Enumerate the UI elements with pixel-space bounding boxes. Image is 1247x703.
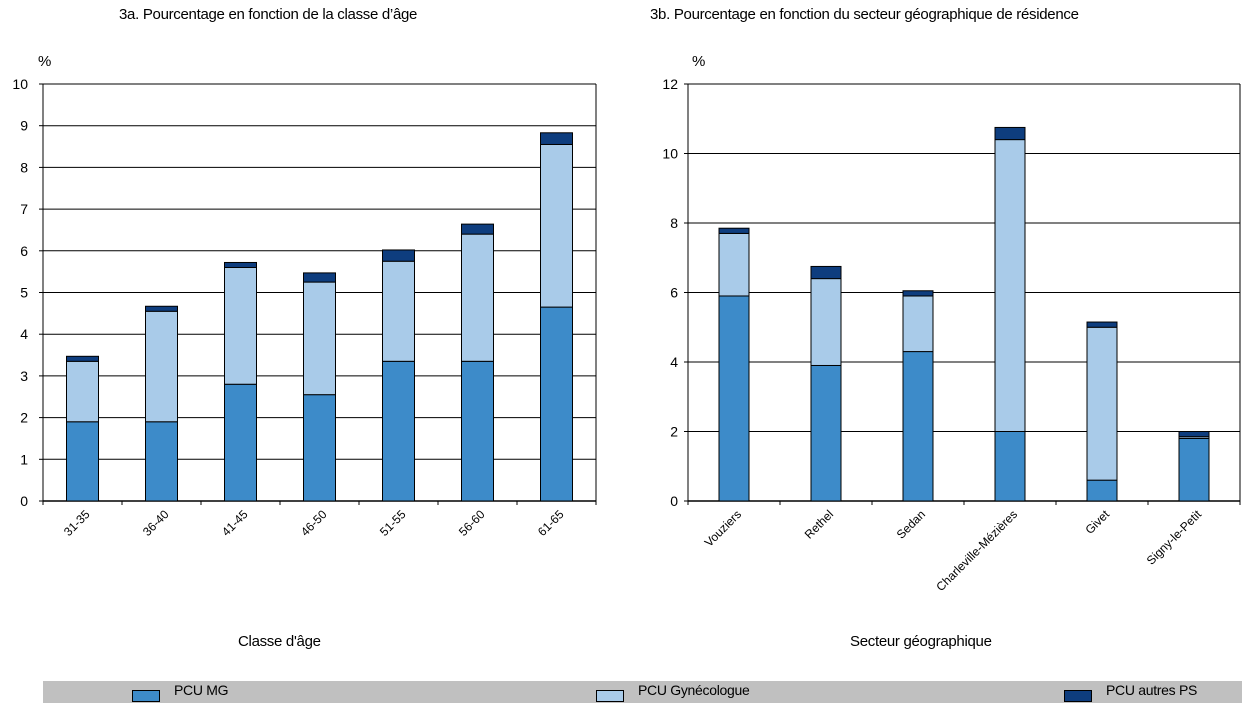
bar-segment-autres (540, 132, 573, 145)
y-tick-label: 4 (670, 354, 678, 370)
legend-swatch-mg (132, 690, 160, 702)
x-tick-label: 36-40 (140, 507, 172, 539)
bar-segment-mg (145, 421, 178, 502)
bar-segment-autres (1086, 321, 1118, 328)
y-tick-label: 8 (670, 215, 678, 231)
bar-segment-autres (145, 305, 178, 312)
x-tick-label: 51-55 (377, 507, 409, 539)
y-tick-label: 5 (20, 285, 28, 301)
bar-segment-gyn (461, 233, 494, 362)
bar-segment-gyn (303, 281, 336, 396)
bar-segment-gyn (810, 278, 842, 366)
y-tick-label: 0 (20, 493, 28, 509)
x-tick-label: Rethel (802, 507, 836, 541)
bar-segment-gyn (145, 310, 178, 423)
bar-segment-mg (1086, 479, 1118, 502)
y-tick-label: 9 (20, 118, 28, 134)
legend-label-gyn: PCU Gynécologue (638, 682, 750, 698)
bar-segment-mg (994, 431, 1026, 502)
y-tick-label: 4 (20, 326, 28, 342)
legend-label-mg: PCU MG (174, 682, 229, 698)
bar-segment-autres (66, 355, 99, 362)
legend-swatch-gyn (596, 690, 624, 702)
bar-segment-mg (224, 383, 257, 502)
x-tick-label: 31-35 (61, 507, 93, 539)
y-unit-label: % (692, 53, 705, 70)
y-tick-label: 10 (662, 146, 678, 162)
chart-b-title: 3b. Pourcentage en fonction du secteur g… (650, 6, 1079, 23)
chart-b-xlabel: Secteur géographique (850, 633, 992, 650)
bar-segment-gyn (718, 232, 750, 297)
bar-segment-autres (1178, 431, 1210, 438)
x-tick-label: 46-50 (298, 507, 330, 539)
legend: PCU MG PCU Gynécologue PCU autres PS (43, 681, 1242, 703)
bar-segment-mg (718, 295, 750, 502)
y-tick-label: 7 (20, 201, 28, 217)
chart-a-xlabel: Classe d'âge (238, 633, 321, 650)
bar-segment-mg (303, 394, 336, 502)
y-tick-label: 12 (662, 76, 678, 92)
bar-segment-gyn (382, 260, 415, 362)
x-tick-label: 56-60 (456, 507, 488, 539)
bar-segment-autres (994, 126, 1026, 141)
x-tick-label: 41-45 (219, 507, 251, 539)
bar-segment-mg (540, 306, 573, 502)
bar-segment-gyn (540, 143, 573, 308)
bar-segment-mg (66, 421, 99, 502)
bar-segment-autres (382, 249, 415, 262)
bar-segment-autres (810, 265, 842, 280)
bar-segment-gyn (1086, 326, 1118, 481)
bar-segment-gyn (902, 295, 934, 353)
x-tick-label: Vouziers (702, 507, 744, 549)
x-tick-label: Sedan (894, 507, 928, 541)
y-tick-label: 2 (670, 424, 678, 440)
bar-segment-autres (718, 227, 750, 234)
y-tick-label: 1 (20, 451, 28, 467)
x-tick-label: 61-65 (535, 507, 567, 539)
y-tick-label: 3 (20, 368, 28, 384)
y-tick-label: 2 (20, 410, 28, 426)
y-tick-label: 6 (670, 285, 678, 301)
y-tick-label: 10 (12, 76, 28, 92)
chart-a-title: 3a. Pourcentage en fonction de la classe… (119, 6, 418, 23)
bar-segment-mg (810, 364, 842, 502)
bar-segment-gyn (66, 360, 99, 423)
legend-swatch-autres (1064, 690, 1092, 702)
legend-label-autres: PCU autres PS (1106, 682, 1198, 698)
y-tick-label: 8 (20, 159, 28, 175)
y-tick-label: 0 (670, 493, 678, 509)
x-tick-label: Signy-le-Petit (1144, 507, 1205, 568)
bar-segment-mg (1178, 437, 1210, 502)
bar-segment-gyn (224, 266, 257, 385)
bar-segment-autres (303, 272, 336, 283)
bar-segment-mg (902, 351, 934, 502)
bar-segment-autres (224, 261, 257, 268)
bar-segment-autres (902, 290, 934, 297)
y-tick-label: 6 (20, 243, 28, 259)
bar-segment-mg (382, 360, 415, 502)
bar-segment-mg (461, 360, 494, 502)
y-unit-label: % (38, 53, 51, 70)
bar-segment-autres (461, 223, 494, 235)
x-tick-label: Givet (1082, 507, 1112, 537)
x-tick-label: Charleville-Mézières (933, 507, 1020, 594)
bar-segment-gyn (994, 139, 1026, 432)
